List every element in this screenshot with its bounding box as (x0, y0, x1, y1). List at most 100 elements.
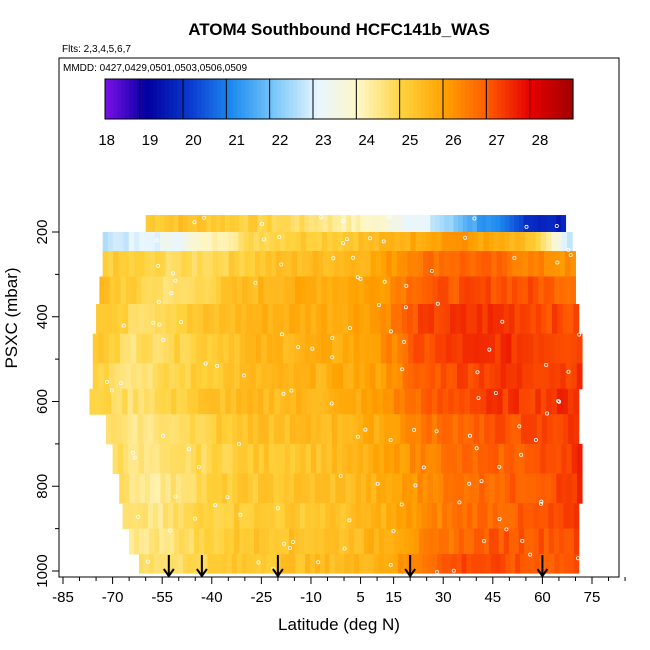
sample-marker (421, 465, 426, 470)
heatmap-cell (89, 388, 96, 415)
heatmap-cell (253, 414, 259, 445)
heatmap-cell (248, 443, 254, 475)
heatmap-cell (130, 363, 137, 390)
heatmap-cell (137, 503, 144, 530)
colorbar-cell (173, 79, 178, 119)
heatmap-cell (535, 473, 542, 504)
heatmap-cell (334, 554, 340, 574)
heatmap-cell (142, 414, 149, 445)
heatmap-cell (254, 528, 260, 555)
heatmap-cell (230, 388, 237, 415)
heatmap-cell (342, 276, 349, 305)
heatmap-cell (553, 528, 560, 555)
heatmap-cell (124, 473, 130, 504)
colorbar-cell (477, 79, 482, 119)
heatmap-cell (427, 473, 434, 504)
colorbar-tick-label: 27 (488, 132, 505, 149)
x-tick-label: -25 (251, 589, 273, 606)
sample-marker (169, 291, 174, 296)
heatmap-cell (559, 554, 565, 574)
heatmap-cell (263, 276, 270, 305)
heatmap-cell (478, 363, 485, 390)
heatmap-cell (198, 503, 205, 530)
sample-marker (119, 381, 124, 386)
heatmap-cell (252, 276, 259, 305)
heatmap-cell (228, 251, 235, 277)
heatmap-cell (377, 388, 384, 415)
heatmap-cell (277, 333, 284, 364)
heatmap-cell (493, 528, 500, 555)
heatmap-cell (448, 276, 455, 305)
heatmap-cell (171, 388, 177, 415)
heatmap-cell (568, 503, 575, 530)
colorbar-cell (265, 79, 270, 119)
heatmap-cell (216, 414, 223, 445)
heatmap-cell (268, 388, 275, 415)
heatmap-cell (244, 251, 251, 277)
heatmap-cell (478, 414, 485, 445)
heatmap-cell (556, 443, 562, 475)
heatmap-cell (181, 251, 188, 277)
heatmap-cell (170, 473, 177, 504)
heatmap-cell (184, 276, 190, 305)
heatmap-cell (324, 473, 331, 504)
heatmap-cell (466, 304, 472, 335)
heatmap-cell (368, 232, 375, 252)
heatmap-cell (508, 388, 515, 415)
heatmap-cell (114, 363, 121, 390)
heatmap-cell (276, 251, 282, 277)
colorbar-cell (305, 79, 310, 119)
heatmap-cell (347, 443, 354, 475)
heatmap-cell (164, 528, 170, 555)
heatmap-cell (305, 554, 311, 574)
heatmap-cell (147, 333, 154, 364)
heatmap-cell (125, 363, 132, 390)
heatmap-cell (522, 333, 529, 364)
heatmap-cell (448, 528, 455, 555)
sample-marker (435, 301, 440, 306)
heatmap-cell (234, 528, 240, 555)
heatmap-cell (326, 333, 333, 364)
heatmap-cell (444, 304, 451, 335)
heatmap-cell (125, 276, 132, 305)
heatmap-cell (523, 215, 529, 233)
heatmap-cell (312, 388, 319, 415)
heatmap-cell (133, 232, 140, 252)
heatmap-cell (139, 554, 145, 574)
heatmap-cell (196, 443, 202, 475)
heatmap-cell (363, 528, 370, 555)
heatmap-cell (176, 251, 182, 277)
sample-marker (215, 363, 220, 368)
heatmap-cell (118, 251, 125, 277)
heatmap-cell (244, 528, 250, 555)
heatmap-cell (191, 232, 198, 252)
heatmap-cell (564, 554, 570, 574)
heatmap-cell (211, 473, 218, 504)
heatmap-cell (423, 304, 430, 335)
heatmap-cell (525, 554, 531, 574)
sample-marker (404, 283, 409, 288)
heatmap-cell (160, 251, 167, 277)
colorbar-cell (177, 79, 182, 119)
heatmap-cell (491, 388, 498, 415)
heatmap-cell (426, 388, 433, 415)
heatmap-cell (563, 503, 570, 530)
heatmap-cell (234, 251, 240, 277)
heatmap-cell (464, 276, 471, 305)
heatmap-cell (254, 503, 260, 530)
heatmap-cell (203, 503, 210, 530)
heatmap-cell (505, 554, 511, 574)
heatmap-cell (252, 388, 259, 415)
heatmap-cell (326, 232, 333, 252)
y-tick-label: 200 (34, 219, 51, 244)
heatmap-cell (229, 528, 235, 555)
colorbar-cell (125, 79, 130, 119)
heatmap-cell (410, 414, 417, 445)
heatmap-cell (273, 304, 279, 335)
heatmap-cell (386, 363, 393, 390)
heatmap-cell (451, 554, 458, 574)
heatmap-cell (339, 388, 346, 415)
heatmap-cell (299, 333, 306, 364)
heatmap-cell (316, 414, 322, 445)
heatmap-cell (540, 232, 547, 252)
